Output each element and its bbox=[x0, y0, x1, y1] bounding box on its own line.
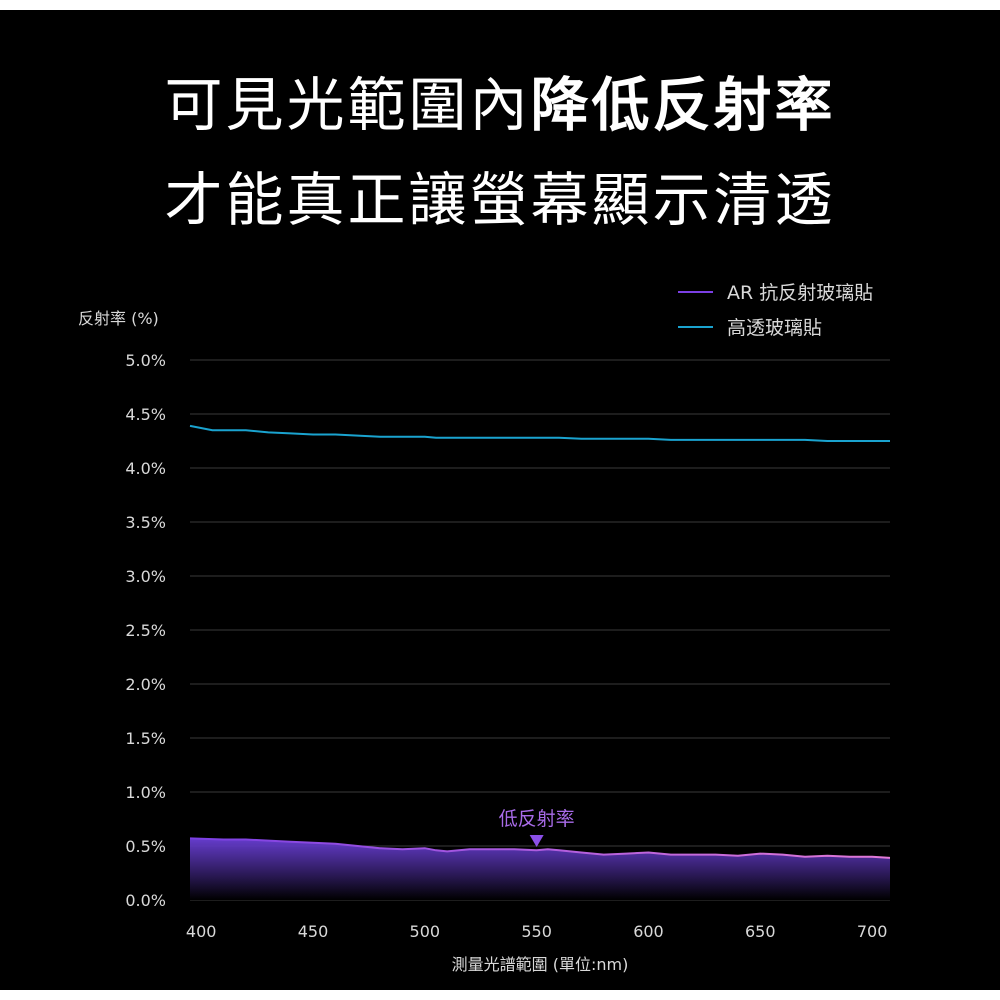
legend: AR 抗反射玻璃貼 高透玻璃貼 bbox=[678, 282, 873, 339]
headline-line-1-emphasis: 降低反射率 bbox=[530, 71, 836, 139]
y-tick-label: 4.5% bbox=[125, 405, 166, 424]
y-axis-ticks: 0.0% 0.5% 1.0% 1.5% 2.0% 2.5% 3.0% 3.5% 4.0% 4.5%… bbox=[125, 351, 166, 910]
y-tick-label: 2.5% bbox=[125, 621, 166, 640]
chart-background bbox=[0, 10, 1000, 990]
y-tick-label: 0.0% bbox=[125, 891, 166, 910]
x-tick-label: 550 bbox=[521, 922, 552, 941]
x-axis-label: 測量光譜範圍 (單位:nm) bbox=[452, 955, 629, 974]
headline-line-2: 才能真正讓螢幕顯示清透 bbox=[164, 166, 836, 234]
x-tick-label: 450 bbox=[298, 922, 329, 941]
y-tick-label: 2.0% bbox=[125, 675, 166, 694]
high-transparency-series-line bbox=[189, 424, 890, 442]
x-tick-label: 400 bbox=[186, 922, 217, 941]
y-tick-label: 1.0% bbox=[125, 783, 166, 802]
ar-series-line bbox=[189, 837, 891, 859]
ar-series-area bbox=[190, 838, 890, 900]
x-tick-label: 650 bbox=[745, 922, 776, 941]
x-tick-label: 500 bbox=[410, 922, 441, 941]
annotation-arrow-down-icon bbox=[529, 835, 544, 847]
y-tick-label: 0.5% bbox=[125, 837, 166, 856]
legend-label-ar: AR 抗反射玻璃貼 bbox=[727, 282, 873, 304]
x-axis-ticks: 400 450 500 550 600 650 700 bbox=[186, 922, 887, 941]
y-tick-label: 3.5% bbox=[125, 513, 166, 532]
y-axis-label: 反射率 (%) bbox=[78, 309, 159, 328]
annotation: 低反射率 bbox=[499, 808, 575, 847]
annotation-low-reflectance: 低反射率 bbox=[499, 808, 575, 830]
x-tick-label: 600 bbox=[633, 922, 664, 941]
legend-label-high-transparency: 高透玻璃貼 bbox=[727, 317, 822, 339]
y-tick-label: 5.0% bbox=[125, 351, 166, 370]
y-tick-label: 1.5% bbox=[125, 729, 166, 748]
y-tick-label: 4.0% bbox=[125, 459, 166, 478]
y-tick-label: 3.0% bbox=[125, 567, 166, 586]
headline-line-1: 可見光範圍內降低反射率 bbox=[0, 70, 1000, 140]
x-tick-label: 700 bbox=[857, 922, 888, 941]
series-group bbox=[189, 424, 891, 900]
headline-line-1-regular: 可見光範圍內 bbox=[164, 71, 531, 139]
